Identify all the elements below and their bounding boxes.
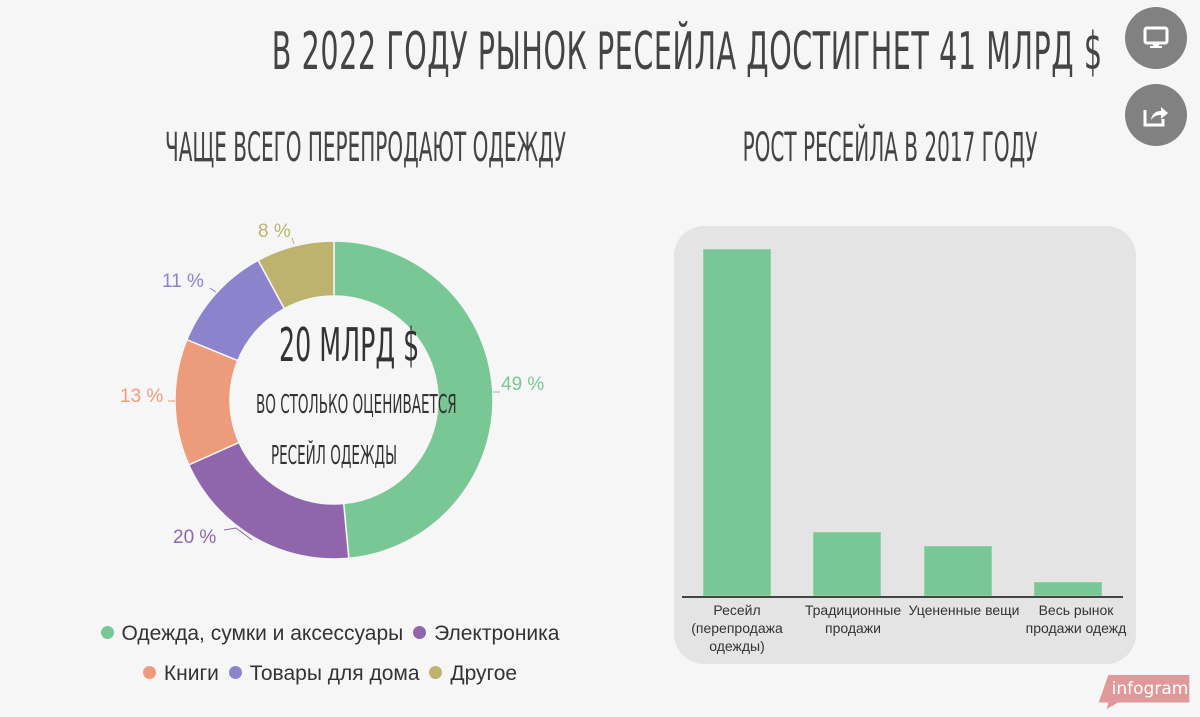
infogram-logo[interactable] [1088, 675, 1200, 709]
bar[interactable] [1034, 582, 1102, 596]
leader-line-8 [291, 237, 295, 245]
legend-label: Товары для дома [249, 662, 420, 685]
legend-item-clothing[interactable]: Одежда, сумки и аксессуары [100, 622, 404, 646]
bar-chart-x-axis [682, 596, 1123, 598]
donut-segment[interactable] [174, 338, 241, 466]
share-button[interactable] [1125, 84, 1187, 146]
bar-label-total-market: Весь рынок продажи одежд [1025, 602, 1127, 636]
legend-label: Другое [450, 662, 518, 685]
donut-center-value: 20 млрд $ [279, 318, 420, 372]
donut-legend-row-1: Одежда, сумки и аксессуары Электроника [60, 622, 600, 646]
donut-label-books: 13 % [120, 386, 164, 407]
legend-item-home[interactable]: Товары для дома [228, 662, 420, 686]
bar-label-traditional: Традиционные продажи [804, 602, 902, 636]
brand-label: infogram [1111, 679, 1189, 699]
bar[interactable] [813, 532, 881, 596]
legend-item-other[interactable]: Другое [429, 662, 517, 686]
donut-center-caption-1: Во столько оценивается [256, 390, 457, 420]
legend-dot-icon [100, 626, 114, 639]
legend-dot-icon [228, 666, 242, 679]
donut-label-home: 11 % [162, 271, 204, 292]
donut-label-other: 8 % [258, 221, 291, 242]
legend-dot-icon [429, 666, 443, 679]
donut-segment[interactable] [333, 240, 494, 560]
leader-line-11 [209, 287, 217, 293]
monitor-icon [1143, 26, 1169, 48]
legend-dot-icon [142, 666, 156, 679]
donut-segment[interactable] [257, 240, 335, 310]
bar[interactable] [703, 249, 771, 596]
legend-label: Одежда, сумки и аксессуары [121, 622, 404, 645]
bar-label-discounted: Уцененные вещи [908, 602, 1020, 618]
legend-item-books[interactable]: Книги [142, 662, 219, 686]
donut-legend-row-2: Книги Товары для дома Другое [60, 662, 600, 686]
fullscreen-button[interactable] [1125, 7, 1187, 69]
bar[interactable] [924, 546, 992, 596]
legend-dot-icon [413, 626, 427, 639]
legend-item-electronics[interactable]: Электроника [413, 622, 559, 646]
legend-label: Книги [163, 662, 219, 685]
donut-label-clothing: 49 % [501, 374, 545, 395]
legend-label: Электроника [434, 622, 560, 645]
donut-label-electronics: 20 % [173, 527, 217, 548]
share-icon [1143, 107, 1168, 127]
donut-center-caption-2: ресейл одежды [270, 441, 398, 471]
bar-label-resale: Ресейл (перепродажа одежды) [691, 602, 783, 654]
bar-chart-title: Рост ресейла в 2017 году [742, 125, 1038, 171]
leader-line-20 [223, 527, 253, 541]
